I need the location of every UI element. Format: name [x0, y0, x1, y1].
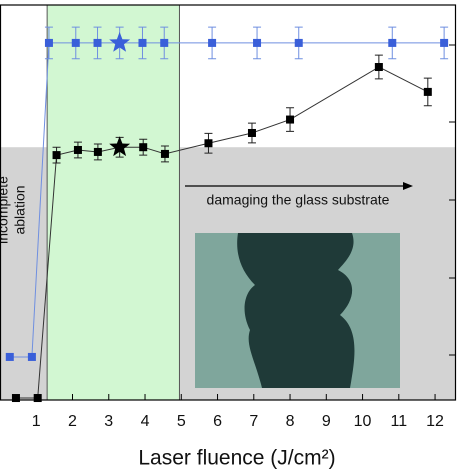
marker	[204, 139, 213, 148]
marker	[160, 149, 169, 158]
marker	[440, 38, 449, 47]
marker	[388, 38, 397, 47]
plot-frame	[0, 4, 457, 401]
marker	[5, 352, 14, 361]
x-tick-label: 1	[32, 413, 41, 430]
marker	[423, 87, 432, 96]
side-text: ablation	[12, 185, 28, 234]
marker	[247, 128, 256, 137]
marker	[11, 394, 20, 403]
x-tick-label: 7	[249, 413, 258, 430]
marker	[208, 38, 217, 47]
side-text: incomplete	[0, 176, 11, 244]
marker	[73, 145, 82, 154]
x-tick-label: 9	[322, 413, 331, 430]
x-tick-label: 2	[68, 413, 77, 430]
star-marker	[109, 136, 131, 157]
marker	[33, 394, 42, 403]
photo-crater	[237, 233, 355, 388]
marker	[27, 352, 36, 361]
marker	[294, 38, 303, 47]
x-tick-label: 11	[391, 413, 408, 430]
x-tick-label: 8	[286, 413, 295, 430]
star-marker	[109, 31, 131, 52]
marker	[374, 63, 383, 72]
x-tick-label: 12	[426, 413, 444, 430]
inset-photo	[195, 233, 400, 388]
x-axis-title: Laser fluence (J/cm²)	[138, 447, 335, 470]
marker	[139, 143, 148, 152]
x-tick-label: 10	[354, 413, 372, 430]
marker	[52, 151, 61, 160]
green-band	[46, 4, 180, 401]
marker	[138, 38, 147, 47]
marker	[71, 38, 80, 47]
marker	[286, 115, 295, 124]
marker	[93, 147, 102, 156]
x-tick-label: 5	[177, 413, 186, 430]
x-tick-label: 6	[213, 413, 222, 430]
marker	[253, 38, 262, 47]
marker	[160, 38, 169, 47]
x-tick-label: 3	[104, 413, 113, 430]
arrow-head	[403, 182, 413, 190]
marker	[44, 38, 53, 47]
marker	[93, 38, 102, 47]
x-tick-label: 4	[141, 413, 150, 430]
arrow-text: damaging the glass substrate	[207, 192, 390, 208]
